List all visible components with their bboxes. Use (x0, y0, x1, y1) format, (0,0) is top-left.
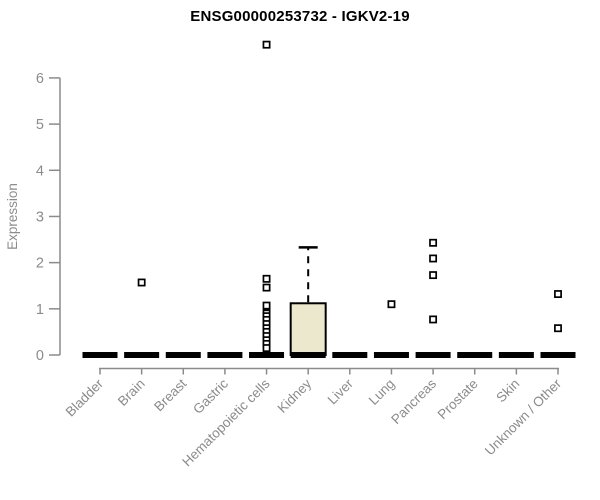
box-kidney (289, 302, 327, 357)
outlier-point-brain (137, 278, 146, 287)
outlier-point-hematopoietic-cells (262, 274, 271, 283)
median-line-bladder (82, 352, 118, 358)
x-tick-label-skin: Skin (493, 376, 522, 405)
outlier-point-pancreas (429, 271, 438, 280)
x-tick-label-breast: Breast (151, 376, 189, 414)
median-line-gastric (207, 352, 243, 358)
x-tick-label-pancreas: Pancreas (388, 376, 439, 427)
x-tick-label-gastric: Gastric (190, 376, 231, 417)
median-line-kidney (290, 352, 326, 358)
outlier-point-pancreas (429, 238, 438, 247)
y-tick-label: 5 (36, 117, 44, 133)
median-line-unknown-other (540, 352, 576, 358)
outlier-point-hematopoietic-cells (262, 301, 271, 310)
x-tick-label-bladder: Bladder (63, 376, 107, 420)
median-line-breast (165, 352, 201, 358)
chart-title: ENSG00000253732 - IGKV2-19 (190, 8, 410, 25)
outlier-point-unknown-other (554, 290, 562, 298)
x-tick-label-lung: Lung (366, 376, 398, 408)
x-tick-label-unknown-other: Unknown / Other (482, 376, 565, 459)
y-tick-label: 3 (36, 209, 44, 225)
x-tick-label-prostate: Prostate (435, 376, 481, 422)
y-axis-title: Expression (5, 183, 20, 250)
outlier-point-pancreas (429, 254, 438, 263)
median-line-liver (332, 352, 368, 358)
x-tick-label-liver: Liver (325, 376, 357, 408)
outlier-point-hematopoietic-cells (262, 283, 271, 292)
outlier-point-hematopoietic-cells (262, 40, 271, 49)
y-tick-label: 4 (36, 163, 44, 179)
outlier-point-pancreas (429, 315, 438, 324)
median-line-brain (124, 352, 160, 358)
y-tick-label: 0 (36, 348, 44, 364)
median-line-lung (373, 352, 409, 358)
outlier-point-hematopoietic-cells (262, 344, 271, 353)
median-line-pancreas (415, 352, 451, 358)
outlier-point-unknown-other (554, 324, 562, 333)
y-tick-label: 1 (36, 302, 44, 318)
median-line-skin (498, 352, 534, 358)
median-line-hematopoietic-cells (249, 352, 285, 358)
median-line-prostate (457, 352, 493, 358)
outlier-point-lung (387, 300, 396, 309)
x-tick-label-kidney: Kidney (275, 376, 315, 416)
y-tick-label: 2 (36, 256, 44, 272)
y-tick-label: 6 (36, 71, 44, 87)
x-tick-label-brain: Brain (115, 376, 148, 409)
